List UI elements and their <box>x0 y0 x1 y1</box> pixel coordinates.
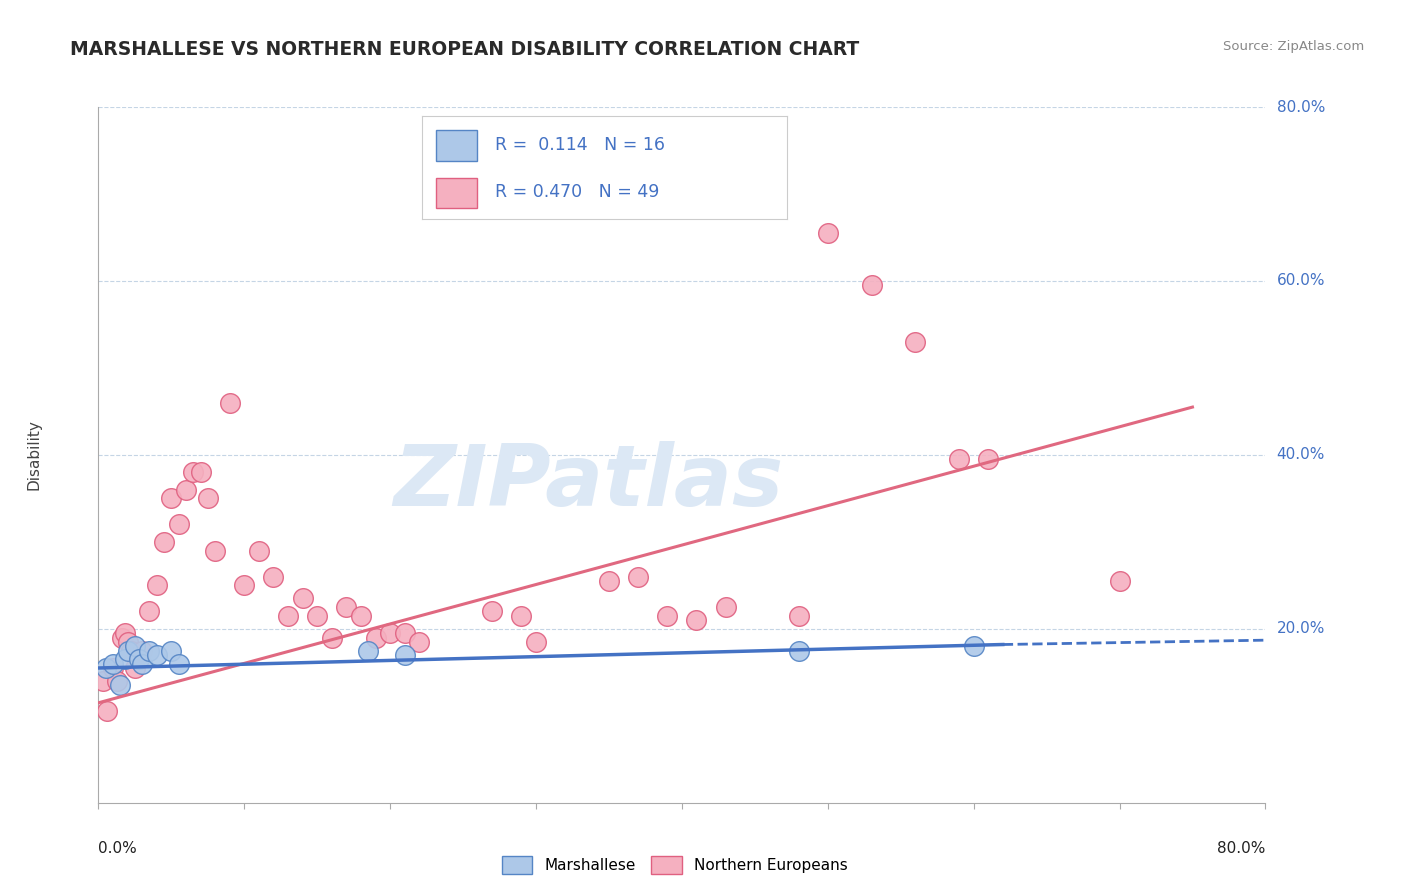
Text: 60.0%: 60.0% <box>1277 274 1324 288</box>
Point <box>481 605 503 619</box>
FancyBboxPatch shape <box>436 178 477 208</box>
Point <box>146 578 169 592</box>
Point <box>685 613 707 627</box>
Point <box>190 466 212 480</box>
Point <box>1108 574 1130 588</box>
Point <box>204 543 226 558</box>
Point <box>598 574 620 588</box>
Point <box>160 491 183 506</box>
Point <box>948 452 970 467</box>
Point <box>962 639 984 653</box>
Text: R =  0.114   N = 16: R = 0.114 N = 16 <box>495 136 665 153</box>
Point <box>91 674 114 689</box>
Point <box>94 661 117 675</box>
Point <box>124 639 146 653</box>
Point <box>114 652 136 666</box>
Point <box>510 608 533 623</box>
Point <box>167 517 190 532</box>
Point <box>904 334 927 349</box>
Text: R = 0.470   N = 49: R = 0.470 N = 49 <box>495 183 659 201</box>
Text: 0.0%: 0.0% <box>98 841 138 856</box>
Point <box>120 643 142 657</box>
Text: Source: ZipAtlas.com: Source: ZipAtlas.com <box>1223 40 1364 54</box>
Point <box>124 661 146 675</box>
Point <box>378 626 402 640</box>
Text: 20.0%: 20.0% <box>1277 622 1324 636</box>
Point <box>307 608 329 623</box>
Point <box>714 600 737 615</box>
Point <box>101 661 124 675</box>
Point <box>117 643 139 657</box>
Point <box>110 678 132 692</box>
Point <box>111 631 134 645</box>
Point <box>860 278 883 293</box>
Point <box>657 608 679 623</box>
Text: ZIPatlas: ZIPatlas <box>394 442 783 524</box>
Point <box>787 643 810 657</box>
Point <box>114 626 136 640</box>
Point <box>262 570 284 584</box>
Point <box>247 543 270 558</box>
Point <box>131 643 153 657</box>
Text: Disability: Disability <box>27 419 42 491</box>
Point <box>364 631 387 645</box>
Text: 40.0%: 40.0% <box>1277 448 1324 462</box>
Point <box>357 643 380 657</box>
Text: 80.0%: 80.0% <box>1277 100 1324 114</box>
Point <box>233 578 256 592</box>
Point <box>153 534 176 549</box>
Point <box>96 705 118 719</box>
Point <box>105 674 128 689</box>
Text: 80.0%: 80.0% <box>1218 841 1265 856</box>
Point <box>218 396 240 410</box>
Point <box>160 643 183 657</box>
Point <box>394 626 416 640</box>
Point <box>408 635 430 649</box>
Point <box>321 631 343 645</box>
Point <box>131 657 153 671</box>
Point <box>817 226 839 240</box>
Point <box>167 657 190 671</box>
Point <box>394 648 416 662</box>
Point <box>627 570 650 584</box>
Point <box>174 483 197 497</box>
Legend: Marshallese, Northern Europeans: Marshallese, Northern Europeans <box>496 850 853 880</box>
Point <box>197 491 219 506</box>
Point <box>128 652 150 666</box>
Point <box>138 643 160 657</box>
Point <box>117 635 139 649</box>
Point <box>977 452 1000 467</box>
Point <box>146 648 169 662</box>
Point <box>335 600 357 615</box>
Point <box>291 591 314 606</box>
Point <box>350 608 373 623</box>
FancyBboxPatch shape <box>436 130 477 161</box>
Point <box>277 608 299 623</box>
Point <box>787 608 810 623</box>
Point <box>524 635 547 649</box>
Text: MARSHALLESE VS NORTHERN EUROPEAN DISABILITY CORRELATION CHART: MARSHALLESE VS NORTHERN EUROPEAN DISABIL… <box>70 40 859 59</box>
Point <box>181 466 204 480</box>
Point <box>101 657 124 671</box>
Point <box>138 605 160 619</box>
